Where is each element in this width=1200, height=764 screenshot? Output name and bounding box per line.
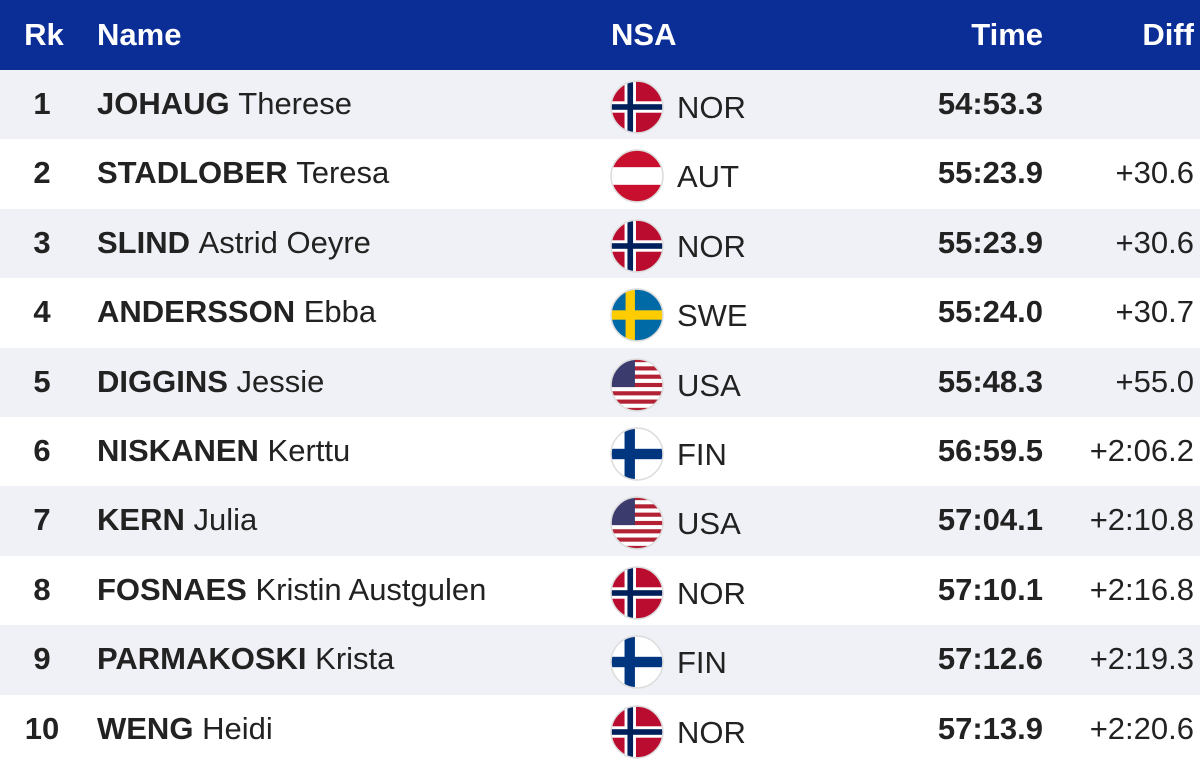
first-name: Astrid Oeyre <box>198 224 371 260</box>
diff: +30.6 <box>1115 155 1194 191</box>
rank: 5 <box>33 363 51 399</box>
rank: 2 <box>33 155 51 191</box>
nsa-code: USA <box>677 367 741 403</box>
time: 54:53.3 <box>937 86 1043 121</box>
first-name: Ebba <box>303 294 377 330</box>
first-name: Krista <box>315 641 395 677</box>
header-cell[interactable]: Rk <box>24 17 64 52</box>
last-name: STADLOBER <box>97 155 288 191</box>
athlete-name[interactable]: JOHAUG Therese <box>97 87 352 121</box>
rank: 4 <box>33 294 51 330</box>
flag <box>610 427 664 481</box>
result-row[interactable]: 6 NISKANEN Kerttu FIN 56:59.5 +2:06.2 <box>0 417 1200 486</box>
nsa-code: USA <box>677 506 741 542</box>
first-name: Jessie <box>236 363 325 399</box>
athlete-name[interactable]: PARMAKOSKI Krista <box>97 642 394 676</box>
flag <box>610 219 664 273</box>
header-cell[interactable]: Time <box>971 17 1043 52</box>
first-name: Teresa <box>296 155 390 191</box>
flag <box>610 705 664 759</box>
diff: +30.7 <box>1115 294 1194 330</box>
rank: 7 <box>33 502 51 538</box>
first-name: Kerttu <box>267 433 351 468</box>
rank: 1 <box>33 86 51 121</box>
athlete-name[interactable]: FOSNAES Kristin Austgulen <box>97 571 487 607</box>
result-row[interactable]: 10 WENG Heidi NOR 57:13.9 +2:20.6 <box>0 695 1200 764</box>
time: 57:04.1 <box>937 502 1043 538</box>
flag <box>610 358 664 412</box>
rank: 9 <box>33 641 51 677</box>
first-name: Julia <box>193 502 258 538</box>
table-header: Rk Name NSA Time Diff <box>0 0 1200 70</box>
last-name: JOHAUG <box>97 86 230 121</box>
time: 55:23.9 <box>937 155 1043 191</box>
time: 55:23.9 <box>937 224 1043 260</box>
header-cell[interactable]: Name <box>97 17 182 52</box>
nsa-code: SWE <box>677 298 748 334</box>
nsa-code: FIN <box>677 437 727 472</box>
athlete-name[interactable]: ANDERSSON Ebba <box>97 295 376 329</box>
athlete-name[interactable]: DIGGINS Jessie <box>97 363 325 399</box>
nsa-code: NOR <box>677 714 746 750</box>
last-name: FOSNAES <box>97 571 247 607</box>
athlete-name[interactable]: NISKANEN Kerttu <box>97 434 350 468</box>
diff: +2:16.8 <box>1089 571 1194 607</box>
result-row[interactable]: 3 SLIND Astrid Oeyre NOR 55:23.9 +30.6 <box>0 208 1200 279</box>
time: 55:24.0 <box>937 294 1043 330</box>
diff: +2:10.8 <box>1089 502 1194 538</box>
time: 55:48.3 <box>937 363 1043 399</box>
diff: +2:19.3 <box>1089 641 1194 677</box>
flag <box>610 635 664 689</box>
first-name: Therese <box>238 86 352 121</box>
rank: 8 <box>33 571 51 607</box>
header-cell[interactable]: NSA <box>611 17 677 52</box>
result-row[interactable]: 2 STADLOBER Teresa AUT 55:23.9 +30.6 <box>0 139 1200 208</box>
rank: 10 <box>24 710 60 746</box>
flag <box>610 149 664 203</box>
time: 56:59.5 <box>937 433 1043 468</box>
time: 57:12.6 <box>937 641 1043 677</box>
last-name: KERN <box>97 502 185 538</box>
first-name: Kristin Austgulen <box>255 571 487 607</box>
athlete-name[interactable]: WENG Heidi <box>97 710 273 746</box>
diff: +30.6 <box>1115 224 1194 260</box>
diff: +55.0 <box>1115 363 1194 399</box>
result-row[interactable]: 8 FOSNAES Kristin Austgulen NOR 57:10.1 +2:1… <box>0 556 1200 625</box>
last-name: PARMAKOSKI <box>97 641 307 677</box>
nsa-code: NOR <box>677 90 746 125</box>
last-name: NISKANEN <box>97 433 259 468</box>
athlete-name[interactable]: STADLOBER Teresa <box>97 156 389 190</box>
result-row[interactable]: 9 PARMAKOSKI Krista FIN 57:12.6 +2:19.3 <box>0 625 1200 695</box>
header-cell[interactable]: Diff <box>1142 17 1194 52</box>
last-name: SLIND <box>97 224 190 260</box>
result-row[interactable]: 1 JOHAUG Therese NOR 54:53.3 <box>0 70 1200 140</box>
rank: 6 <box>33 433 51 468</box>
diff: +2:20.6 <box>1089 710 1194 746</box>
flag <box>610 566 664 620</box>
athlete-name[interactable]: SLIND Astrid Oeyre <box>97 224 371 260</box>
result-row[interactable]: 7 KERN Julia USA 57:04.1 +2:10.8 <box>0 486 1200 556</box>
last-name: ANDERSSON <box>97 294 296 330</box>
flag <box>610 288 664 342</box>
result-row[interactable]: 4 ANDERSSON Ebba SWE 55:24.0 +30.7 <box>0 278 1200 347</box>
time: 57:13.9 <box>937 710 1043 746</box>
first-name: Heidi <box>202 710 273 746</box>
last-name: DIGGINS <box>97 363 228 399</box>
nsa-code: NOR <box>677 228 746 264</box>
diff: +2:06.2 <box>1089 433 1194 468</box>
result-row[interactable]: 5 DIGGINS Jessie USA 55:48.3 +55.0 <box>0 347 1200 417</box>
nsa-code: NOR <box>677 575 746 611</box>
athlete-name[interactable]: KERN Julia <box>97 503 257 537</box>
last-name: WENG <box>97 710 194 746</box>
rank: 3 <box>33 224 51 260</box>
nsa-code: AUT <box>677 159 739 195</box>
time: 57:10.1 <box>937 571 1043 607</box>
flag <box>610 496 664 550</box>
nsa-code: FIN <box>677 645 727 681</box>
flag <box>610 80 664 134</box>
